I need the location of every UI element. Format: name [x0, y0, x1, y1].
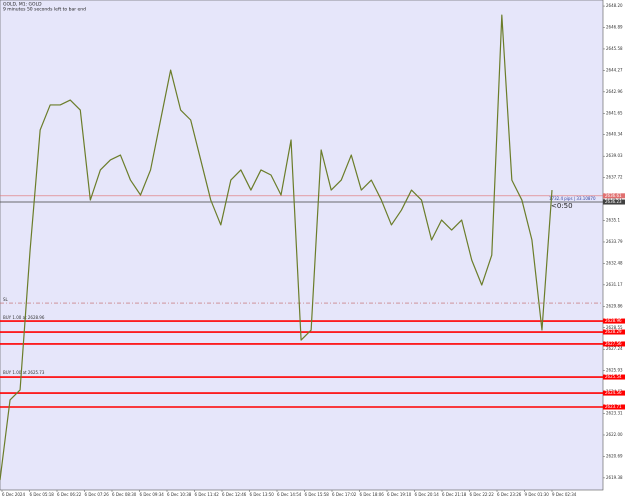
x-tick-label: 9 Dec 01:30 [525, 492, 550, 497]
x-tick-label: 9 Dec 02:34 [552, 492, 577, 497]
x-tick-label: 6 Dec 2024 [2, 492, 25, 497]
x-tick-label: 6 Dec 09:34 [140, 492, 165, 497]
x-tick-label: 6 Dec 12:46 [222, 492, 247, 497]
y-tick-label: 2639.03 [606, 153, 623, 158]
x-tick-label: 6 Dec 07:26 [85, 492, 110, 497]
level-price-box [603, 404, 625, 410]
level-price-box [603, 318, 625, 324]
x-tick-label: 6 Dec 10:38 [167, 492, 192, 497]
y-tick-label: 2636.41 [606, 196, 623, 201]
y-tick-label: 2648.20 [606, 3, 623, 8]
y-tick-label: 2642.96 [606, 89, 623, 94]
x-tick-label: 6 Dec 14:54 [277, 492, 302, 497]
x-tick-label: 6 Dec 17:02 [332, 492, 357, 497]
x-tick-label: 6 Dec 06:22 [57, 492, 82, 497]
chart-title: GOLD, M1: GOLD [3, 2, 42, 8]
y-tick-label: 2629.86 [606, 303, 623, 308]
x-tick-label: 6 Dec 15:58 [305, 492, 330, 497]
x-tick-label: 6 Dec 19:10 [387, 492, 412, 497]
ask-price-label: 2636.61 [605, 193, 622, 198]
bid-price-label: 2636.23 [605, 199, 622, 204]
y-tick-label: 2646.89 [606, 25, 623, 30]
x-tick-label: 6 Dec 05:18 [30, 492, 55, 497]
level-price-box [603, 329, 625, 335]
y-tick-label: 2623.31 [606, 411, 623, 416]
y-tick-label: 2633.79 [606, 239, 623, 244]
info-label: 1732.4 pips | 33.10870 [549, 196, 596, 201]
plot-area [0, 0, 604, 491]
y-tick-label: 2632.48 [606, 260, 623, 265]
x-tick-label: 6 Dec 08:30 [112, 492, 137, 497]
x-tick-label: 6 Dec 20:14 [415, 492, 440, 497]
y-tick-label: 2631.17 [606, 282, 623, 287]
ask-price-box [603, 193, 625, 199]
y-tick-label: 2645.58 [606, 46, 623, 51]
level-price-box [603, 341, 625, 347]
order-label: BUY 1.00 at 2628.96 [3, 315, 45, 320]
y-tick-label: 2635.1 [606, 218, 620, 223]
x-tick-label: 6 Dec 11:42 [195, 492, 220, 497]
y-tick-label: 2622.00 [606, 432, 623, 437]
x-tick-label: 6 Dec 23:26 [497, 492, 522, 497]
x-tick-label: 6 Dec 13:50 [250, 492, 275, 497]
sl-label: SL [3, 297, 9, 302]
order-label: BUY 1.00 at 2625.73 [3, 370, 45, 375]
level-price-box [603, 374, 625, 380]
y-tick-label: 2619.38 [606, 475, 623, 480]
chart-subtitle: 9 minutes 50 seconds left to bar end [3, 7, 86, 13]
y-tick-label: 2644.27 [606, 67, 623, 72]
bid-price-box [603, 199, 625, 205]
y-tick-label: 2628.55 [606, 325, 623, 330]
y-tick-label: 2641.65 [606, 110, 623, 115]
level-price-label: 2623.71 [605, 404, 622, 409]
x-tick-label: 6 Dec 21:18 [442, 492, 467, 497]
level-price-label: 2627.56 [605, 341, 622, 346]
y-tick-label: 2620.69 [606, 453, 623, 458]
level-price-label: 2624.56 [605, 390, 622, 395]
level-price-label: 2628.96 [605, 318, 622, 323]
y-tick-label: 2637.72 [606, 175, 623, 180]
level-price-box [603, 390, 625, 396]
x-tick-label: 6 Dec 22:22 [470, 492, 495, 497]
timer-label: <0:50 [551, 202, 573, 210]
x-tick-label: 6 Dec 18:06 [360, 492, 385, 497]
level-price-label: 2628.29 [605, 329, 622, 334]
price-line [0, 14, 553, 481]
y-tick-label: 2627.24 [606, 346, 623, 351]
level-price-label: 2625.54 [605, 374, 622, 379]
y-tick-label: 2625.93 [606, 368, 623, 373]
y-tick-label: 2640.34 [606, 132, 623, 137]
